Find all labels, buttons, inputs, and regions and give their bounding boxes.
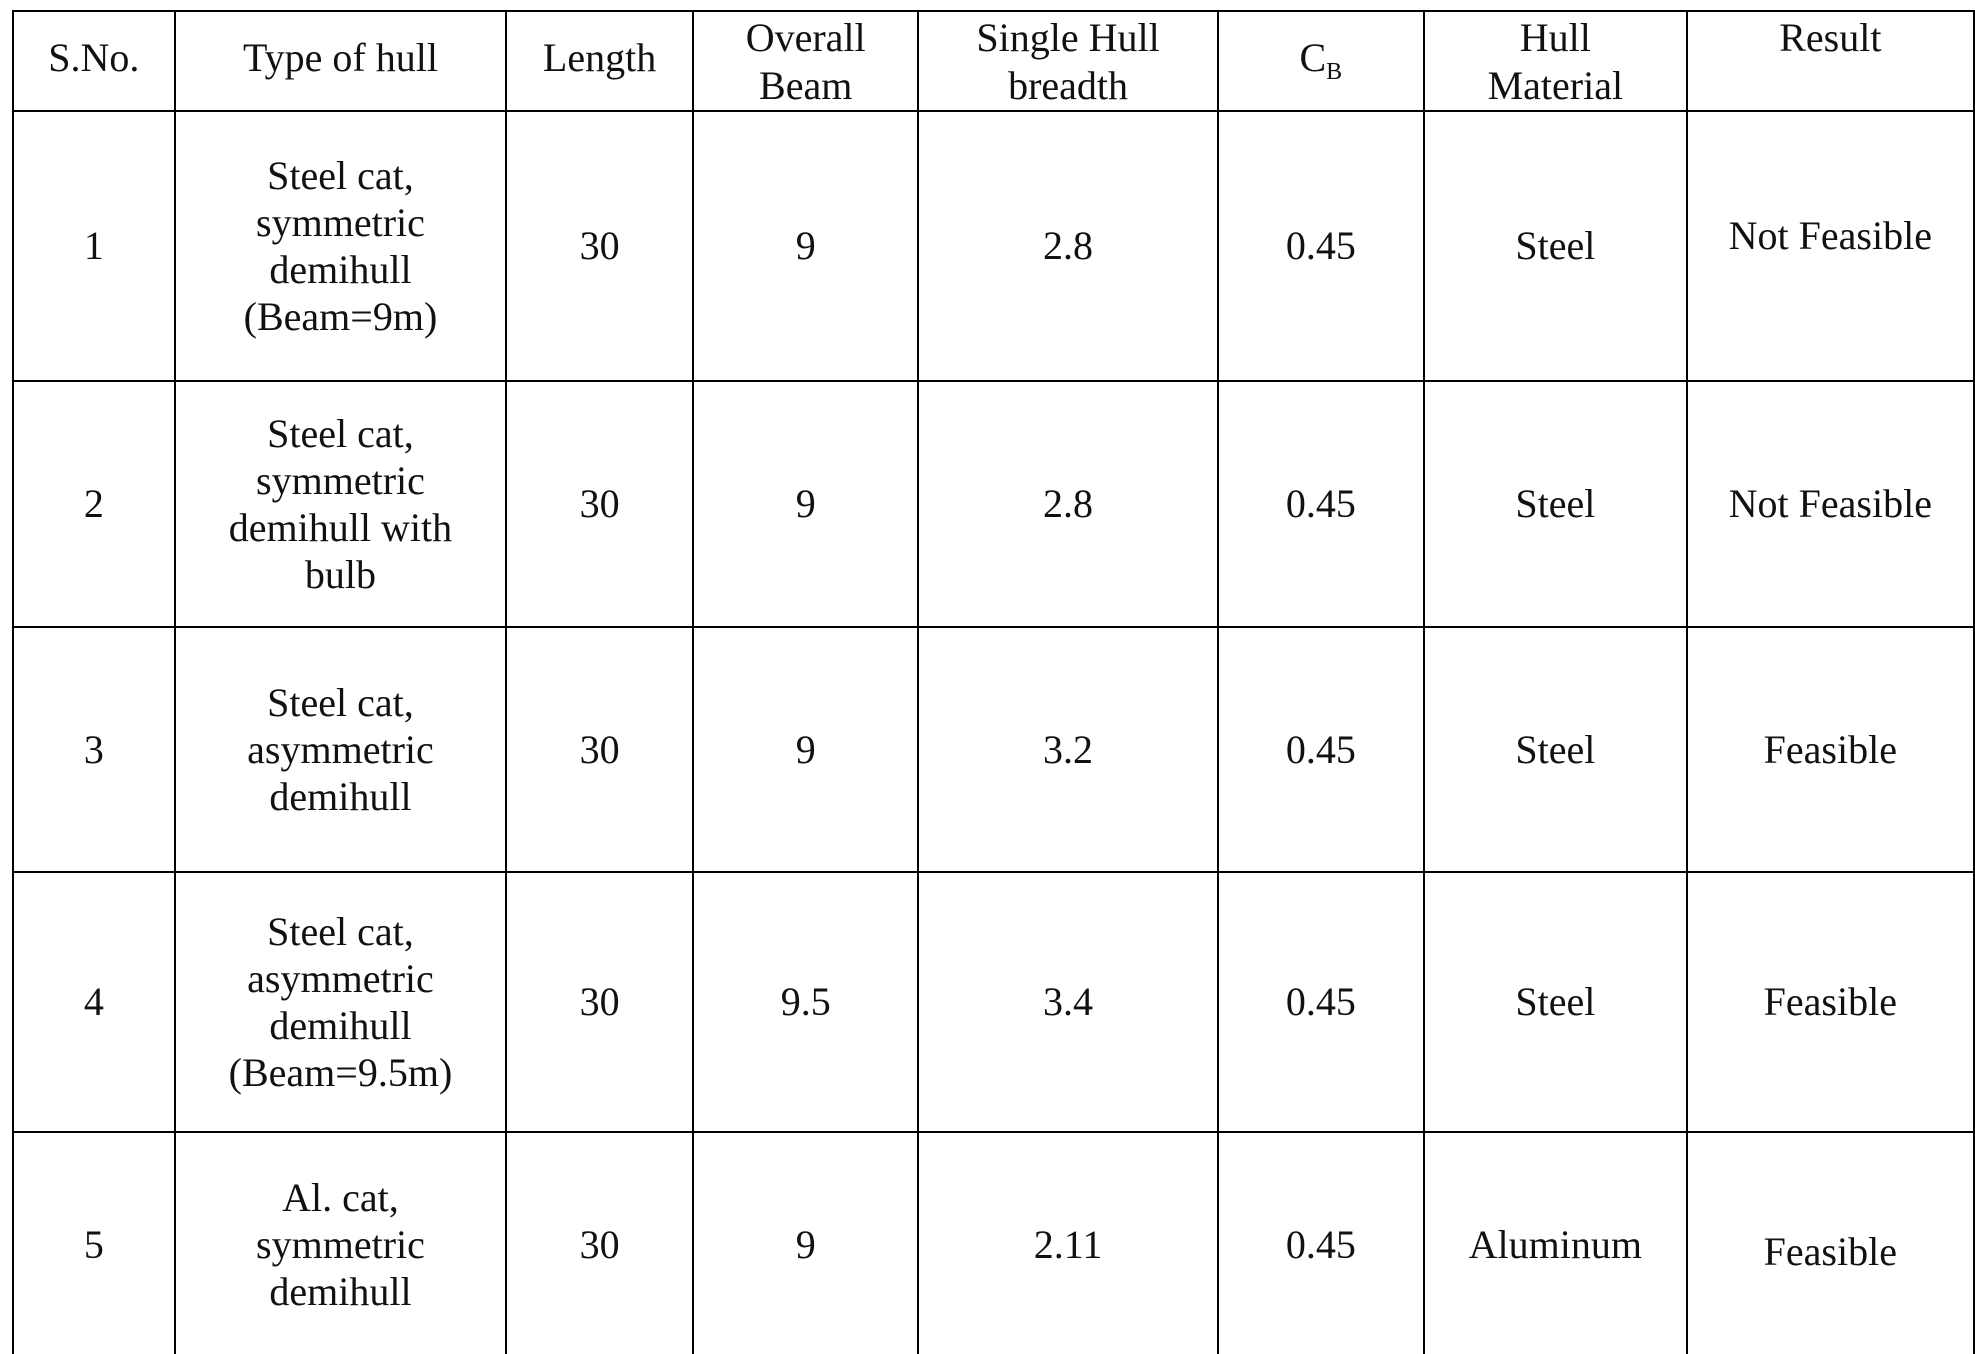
cell-sno: 4 — [12, 871, 176, 1133]
cell-type: Steel cat, symmetric demihull with bulb — [173, 380, 508, 628]
cell-cb: 0.45 — [1216, 380, 1426, 628]
cell-breadth: 2.8 — [917, 110, 1219, 382]
header-cb-subscript: B — [1326, 59, 1343, 85]
cell-sno: 3 — [12, 626, 176, 873]
table-row: 3 Steel cat, asymmetric demihull 30 9 3.… — [12, 626, 1975, 873]
cell-breadth: 3.2 — [917, 626, 1219, 873]
cell-length: 30 — [505, 871, 694, 1133]
table-row: 5 Al. cat, symmetric demihull 30 9 2.11 … — [12, 1131, 1975, 1354]
cell-overall-beam: 9.5 — [691, 871, 920, 1133]
header-material-line1: Hull — [1519, 15, 1591, 60]
header-breadth-line1: Single Hull — [976, 15, 1160, 60]
cell-cb: 0.45 — [1216, 1131, 1426, 1354]
table-row: 2 Steel cat, symmetric demihull with bul… — [12, 380, 1975, 628]
cell-material: Steel — [1423, 110, 1688, 382]
cell-cb: 0.45 — [1216, 871, 1426, 1133]
cell-overall-beam: 9 — [691, 626, 920, 873]
cell-result: Not Feasible — [1685, 110, 1975, 382]
cell-result: Not Feasible — [1685, 380, 1975, 628]
cell-cb: 0.45 — [1216, 110, 1426, 382]
cell-overall-beam: 9 — [691, 110, 920, 382]
header-cb: CB — [1216, 10, 1426, 112]
cell-breadth: 3.4 — [917, 871, 1219, 1133]
cell-length: 30 — [505, 380, 694, 628]
cell-length: 30 — [505, 626, 694, 873]
cell-cb: 0.45 — [1216, 626, 1426, 873]
cell-material: Aluminum — [1423, 1131, 1688, 1354]
cell-type: Steel cat, asymmetric demihull — [173, 626, 508, 873]
cell-sno: 1 — [12, 110, 176, 382]
table-row: 1 Steel cat, symmetric demihull (Beam=9m… — [12, 110, 1975, 382]
header-length: Length — [505, 10, 694, 112]
cell-length: 30 — [505, 1131, 694, 1354]
header-hull-material: Hull Material — [1423, 10, 1688, 112]
header-result: Result — [1685, 10, 1975, 112]
cell-material: Steel — [1423, 871, 1688, 1133]
header-type: Type of hull — [173, 10, 508, 112]
cell-length: 30 — [505, 110, 694, 382]
header-overall-beam-line1: Overall — [745, 15, 866, 60]
cell-result: Feasible — [1685, 1131, 1975, 1354]
cell-result: Feasible — [1685, 626, 1975, 873]
table-row: 4 Steel cat, asymmetric demihull (Beam=9… — [12, 871, 1975, 1133]
header-cb-main: C — [1299, 35, 1327, 80]
header-overall-beam: Overall Beam — [691, 10, 920, 112]
cell-material: Steel — [1423, 380, 1688, 628]
hull-comparison-table: S.No. Type of hull Length Overall Beam S… — [12, 10, 1975, 1354]
header-overall-beam-line2: Beam — [759, 63, 853, 108]
cell-type: Steel cat, asymmetric demihull (Beam=9.5… — [173, 871, 508, 1133]
header-breadth-line2: breadth — [1008, 63, 1129, 108]
cell-result: Feasible — [1685, 871, 1975, 1133]
cell-sno: 5 — [12, 1131, 176, 1354]
header-row: S.No. Type of hull Length Overall Beam S… — [12, 10, 1975, 112]
cell-overall-beam: 9 — [691, 380, 920, 628]
cell-breadth: 2.8 — [917, 380, 1219, 628]
cell-overall-beam: 9 — [691, 1131, 920, 1354]
cell-breadth: 2.11 — [917, 1131, 1219, 1354]
header-single-hull-breadth: Single Hull breadth — [917, 10, 1219, 112]
header-sno: S.No. — [12, 10, 176, 112]
cell-sno: 2 — [12, 380, 176, 628]
cell-type: Steel cat, symmetric demihull (Beam=9m) — [173, 110, 508, 382]
cell-material: Steel — [1423, 626, 1688, 873]
cell-type: Al. cat, symmetric demihull — [173, 1131, 508, 1354]
header-material-line2: Material — [1487, 63, 1624, 108]
